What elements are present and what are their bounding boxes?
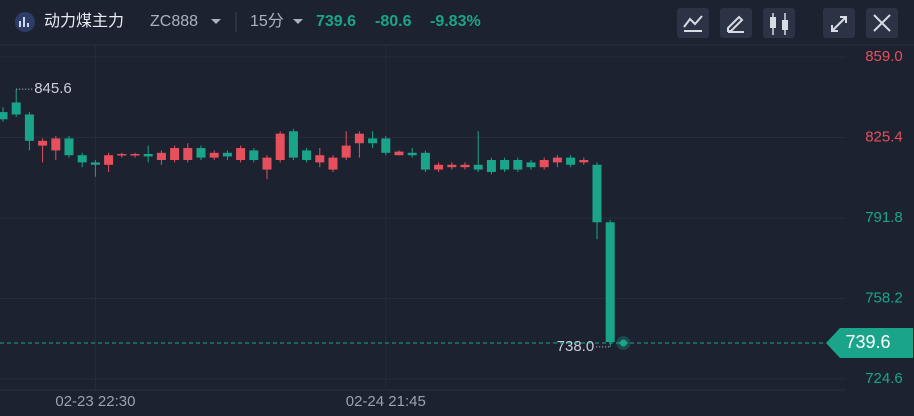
candle-body <box>130 154 140 156</box>
x-tick-label: 02-23 22:30 <box>55 393 135 410</box>
close-icon <box>873 14 891 32</box>
candle-body <box>196 148 206 158</box>
candle-body <box>222 152 232 157</box>
candle-body <box>24 114 34 141</box>
candle-body <box>420 152 430 170</box>
chart-type-icon <box>770 17 776 28</box>
candle-body <box>104 155 114 165</box>
candle-body <box>302 150 312 160</box>
candle-body <box>0 112 8 120</box>
draw-icon <box>727 15 744 33</box>
candle-body <box>328 157 338 170</box>
instrument-name[interactable]: 动力煤主力 <box>44 12 124 30</box>
candle-body <box>315 155 325 163</box>
candle-body <box>605 222 615 343</box>
candle-body <box>566 157 576 165</box>
low-label: 738.0 <box>557 338 595 355</box>
candle-body <box>381 138 391 153</box>
candle-body <box>170 148 180 160</box>
candle-body <box>526 162 536 168</box>
candle-body <box>11 102 21 115</box>
price-change-pct: -9.83% <box>430 13 481 30</box>
dropdown-caret[interactable] <box>293 19 303 24</box>
last-price: 739.6 <box>316 13 356 30</box>
last-price-dot <box>619 339 627 347</box>
candle-body <box>209 152 219 158</box>
high-label: 845.6 <box>34 80 72 97</box>
candle-body <box>51 138 61 151</box>
y-tick-label: 825.4 <box>865 128 903 145</box>
candle-body <box>117 154 127 156</box>
candle-body <box>341 145 351 158</box>
y-tick-label: 791.8 <box>865 209 903 226</box>
candle-body <box>143 154 153 157</box>
candle-body <box>460 164 470 168</box>
candle-body <box>288 131 298 158</box>
candle-body <box>434 164 444 170</box>
candle-body <box>447 164 457 168</box>
indicator-icon <box>683 15 703 32</box>
candle-body <box>552 157 562 163</box>
last-price-tag <box>826 328 913 359</box>
candle-body <box>156 152 166 160</box>
candle-body <box>486 160 496 172</box>
candle-body <box>77 155 87 163</box>
x-tick-label: 02-24 21:45 <box>346 393 426 410</box>
y-tick-label: 724.6 <box>865 370 903 387</box>
y-tick-label: 859.0 <box>865 48 903 65</box>
fullscreen-icon <box>831 16 847 32</box>
candle-body <box>394 151 404 156</box>
instrument-code[interactable]: ZC888 <box>150 13 198 30</box>
candle-body <box>579 160 589 163</box>
candle-body <box>592 164 602 223</box>
candle-body <box>513 160 523 170</box>
candle-body <box>183 148 193 160</box>
price-change: -80.6 <box>375 13 412 30</box>
candle-body <box>249 150 259 160</box>
chart-type-icon <box>782 20 788 30</box>
chart-type-button[interactable] <box>763 8 795 38</box>
period[interactable]: 15分 <box>250 12 284 30</box>
toolbar <box>677 8 898 38</box>
candle-body <box>275 133 285 160</box>
candle-body <box>236 148 246 160</box>
header: 动力煤主力 ZC888 15分 739.6 -80.6 -9.83% <box>15 8 898 38</box>
candle-body <box>90 162 100 165</box>
y-tick-label: 758.2 <box>865 289 903 306</box>
dropdown-caret[interactable] <box>211 19 221 24</box>
candle-body <box>407 152 417 156</box>
candle-body <box>473 164 483 170</box>
draw-button[interactable] <box>720 8 752 38</box>
candle-body <box>38 140 48 146</box>
logo-icon <box>19 17 29 27</box>
candle-body <box>368 138 378 144</box>
candle-body <box>64 138 74 156</box>
candle-body <box>262 157 272 170</box>
last-price-label: 739.6 <box>845 332 890 352</box>
candle-body <box>354 133 364 144</box>
candle-body <box>500 160 510 170</box>
candle-body <box>539 160 549 168</box>
